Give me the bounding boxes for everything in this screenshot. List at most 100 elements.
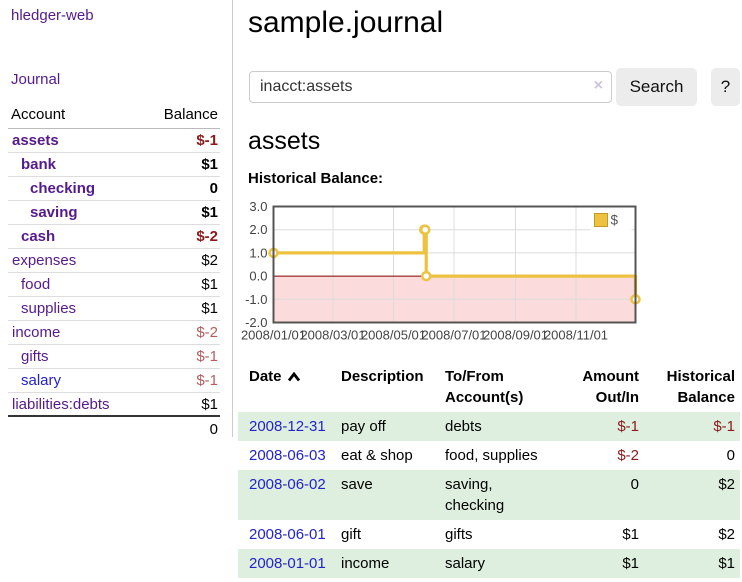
account-link-saving[interactable]: saving [30, 204, 78, 221]
app-brand-link[interactable]: hledger-web [11, 7, 94, 24]
account-link-supplies[interactable]: supplies [21, 300, 77, 317]
transaction-amount: $1 [622, 555, 639, 572]
account-link-salary[interactable]: salary [21, 372, 62, 389]
transaction-balance: $2 [718, 476, 735, 493]
transaction-balance: $1 [718, 555, 735, 572]
transaction-date-cell: 2008-06-03 [238, 441, 336, 470]
account-row: gifts $-1 [8, 345, 220, 369]
chart-title: Historical Balance: [248, 170, 384, 187]
accounts-header-account: Account [11, 106, 66, 123]
account-balance: $2 [201, 252, 218, 269]
register-header-accounts: To/From Account(s) [445, 368, 524, 406]
accounts-header-balance: Balance [163, 106, 218, 123]
svg-text:2008/07/01: 2008/07/01 [421, 328, 486, 343]
svg-text:-1.0: -1.0 [245, 292, 267, 307]
register-row: 2008-06-01 gift gifts $1 $2 [238, 520, 740, 549]
transaction-description: eat & shop [341, 447, 413, 464]
account-row: expenses $2 [8, 249, 220, 273]
sidebar: hledger-web Journal Account Balance asse… [0, 0, 233, 438]
transaction-date-cell: 2008-01-01 [238, 549, 336, 578]
transaction-date-link[interactable]: 2008-01-01 [249, 555, 326, 572]
account-balance: 0 [209, 180, 218, 197]
transaction-description: income [341, 555, 390, 572]
help-button[interactable]: ? [711, 68, 740, 106]
register-header-row: Date Description To/From Account(s) Amou… [238, 362, 740, 412]
account-link-bank[interactable]: bank [21, 156, 57, 173]
page-title: sample.journal [248, 6, 444, 39]
transaction-amount: 0 [630, 476, 639, 493]
svg-text:2008/05/01: 2008/05/01 [361, 328, 426, 343]
accounts-total: 0 [209, 421, 218, 438]
register-header-date[interactable]: Date [238, 362, 336, 412]
account-balance: $-1 [196, 132, 218, 149]
account-row: supplies $1 [8, 297, 220, 321]
account-link-income[interactable]: income [12, 324, 61, 341]
register-row: 2008-01-01 income salary $1 $1 [238, 549, 740, 578]
register-table: Date Description To/From Account(s) Amou… [238, 362, 740, 578]
transaction-date-cell: 2008-06-02 [238, 470, 336, 520]
account-row: saving $1 [8, 201, 220, 225]
svg-text:2008/03/01: 2008/03/01 [300, 328, 365, 343]
register-header-amount: Amount Out/In [582, 368, 639, 406]
transaction-amount: $-1 [617, 418, 639, 435]
search-input[interactable] [249, 71, 612, 103]
account-balance: $-2 [196, 228, 218, 245]
account-row: income $-2 [8, 321, 220, 345]
svg-text:-2.0: -2.0 [245, 315, 267, 330]
svg-text:0.0: 0.0 [249, 269, 267, 284]
account-row: cash $-2 [8, 225, 220, 249]
transaction-date-cell: 2008-06-01 [238, 520, 336, 549]
transaction-date-link[interactable]: 2008-06-01 [249, 526, 326, 543]
search-box: × [249, 71, 612, 103]
transaction-balance: $2 [718, 526, 735, 543]
account-link-cash[interactable]: cash [21, 228, 56, 245]
transaction-date-link[interactable]: 2008-12-31 [249, 418, 326, 435]
accounts-table-header: Account Balance [8, 103, 220, 129]
sort-ascending-icon [287, 371, 300, 382]
account-row: assets $-1 [8, 129, 220, 153]
date-header-label: Date [249, 368, 282, 385]
account-row: salary $-1 [8, 369, 220, 393]
transaction-amount: $-2 [617, 447, 639, 464]
account-link-food[interactable]: food [21, 276, 51, 293]
transaction-date-link[interactable]: 2008-06-03 [249, 447, 326, 464]
register-header-balance: Historical Balance [666, 368, 735, 406]
account-link-checking[interactable]: checking [30, 180, 96, 197]
account-balance: $1 [201, 395, 218, 413]
transaction-description: gift [341, 526, 362, 543]
accounts-table: Account Balance assets $-1 bank $1 checking 0… [8, 103, 220, 438]
sidebar-item-journal[interactable]: Journal [11, 71, 61, 88]
transaction-balance: 0 [726, 447, 735, 464]
account-link-assets[interactable]: assets [12, 132, 59, 149]
transaction-description: save [341, 476, 373, 493]
account-link-liabilities-debts[interactable]: liabilities:debts [12, 395, 110, 413]
search-button[interactable]: Search [616, 68, 697, 106]
svg-text:1.0: 1.0 [249, 245, 267, 260]
transaction-date-link[interactable]: 2008-06-02 [249, 476, 326, 493]
account-balance: $-2 [196, 324, 218, 341]
svg-text:3.0: 3.0 [249, 200, 267, 214]
account-row: bank $1 [8, 153, 220, 177]
account-row: checking 0 [8, 177, 220, 201]
transaction-date-cell: 2008-12-31 [238, 412, 336, 441]
account-balance: $1 [201, 276, 218, 293]
account-row: liabilities:debts $1 [8, 393, 220, 417]
account-balance: $1 [201, 300, 218, 317]
account-link-gifts[interactable]: gifts [21, 348, 49, 365]
transaction-description: pay off [341, 418, 386, 435]
svg-text:$: $ [611, 213, 619, 228]
transaction-accounts: debts [445, 418, 482, 435]
clear-search-icon[interactable]: × [593, 77, 603, 94]
account-link-expenses[interactable]: expenses [12, 252, 77, 269]
transaction-accounts: gifts [445, 526, 473, 543]
chart-canvas: 3.0 2.0 1.0 0.0 -1.0 -2.02008/01/012008/03/01… [241, 199, 641, 343]
transaction-accounts: saving, checking [445, 476, 505, 514]
accounts-rows: assets $-1 bank $1 checking 0 saving $1 cash $-2 e… [8, 129, 220, 417]
transaction-amount: $1 [622, 526, 639, 543]
register-row: 2008-12-31 pay off debts $-1 $-1 [238, 412, 740, 441]
account-balance: $1 [201, 156, 218, 173]
register-row: 2008-06-02 save saving, checking 0 $2 [238, 470, 740, 520]
account-balance: $1 [201, 204, 218, 221]
account-row: food $1 [8, 273, 220, 297]
transaction-accounts: salary [445, 555, 486, 572]
